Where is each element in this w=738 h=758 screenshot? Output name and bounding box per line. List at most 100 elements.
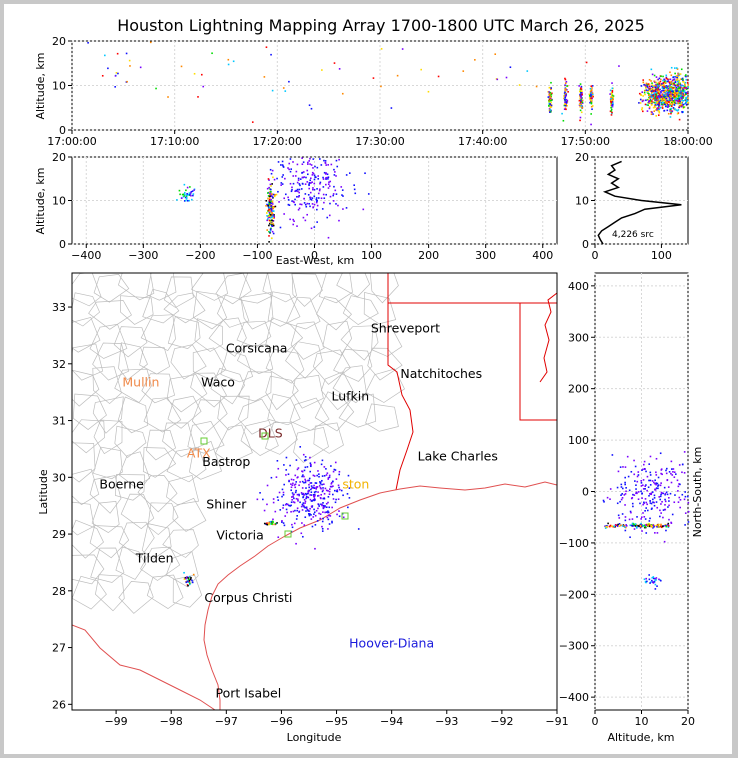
east-west-point <box>322 178 325 180</box>
altitude-time-point <box>646 85 648 88</box>
altitude-time-point <box>657 105 660 107</box>
map-lightning-point <box>337 484 340 487</box>
altitude-time-point <box>655 87 658 90</box>
east-west-point <box>304 203 307 206</box>
east-west-point <box>192 194 194 197</box>
altitude-time-point <box>648 106 651 109</box>
east-west-point <box>281 160 284 163</box>
east-west-point <box>191 198 193 201</box>
map-lightning-point <box>300 532 303 535</box>
altitude-time-point <box>579 83 582 85</box>
county-shape <box>220 349 254 383</box>
map-lightning-point <box>308 510 311 512</box>
east-west-point <box>312 206 315 208</box>
map-lightning-point <box>269 521 272 524</box>
altitude-time-point <box>658 91 661 93</box>
north-south-point <box>658 523 660 526</box>
north-south-point <box>613 525 616 527</box>
map-lightning-point <box>302 504 305 507</box>
north-south-point <box>652 498 654 501</box>
map-lightning-point <box>303 475 305 478</box>
map-lightning-point <box>309 456 311 459</box>
north-south-point <box>662 492 664 495</box>
map-lightning-point <box>308 483 310 486</box>
altitude-time-point <box>129 65 131 67</box>
map-lightning-point <box>277 467 280 470</box>
altitude-time-point <box>674 102 677 105</box>
east-west-point <box>294 198 296 201</box>
altitude-time-point <box>654 104 657 106</box>
north-south-point <box>635 488 637 490</box>
east-west-point <box>181 193 184 196</box>
x-tick-label: −300 <box>128 249 158 262</box>
east-west-point <box>318 197 320 199</box>
north-south-point <box>624 481 626 484</box>
map-lightning-point <box>327 477 330 479</box>
north-south-point <box>617 470 620 473</box>
map-lightning-point <box>287 503 289 506</box>
map-lightning-point <box>285 508 288 511</box>
altitude-time-point <box>686 79 689 81</box>
altitude-time-point <box>663 96 665 99</box>
east-west-point <box>322 186 325 188</box>
north-south-point <box>624 526 627 529</box>
map-lightning-point <box>313 484 315 487</box>
altitude-time-point <box>669 108 672 111</box>
altitude-time-point <box>674 67 676 69</box>
altitude-time-point <box>310 107 313 110</box>
east-west-point <box>270 210 273 212</box>
map-lightning-point <box>185 577 187 580</box>
east-west-point <box>333 174 336 176</box>
north-south-point <box>644 526 646 528</box>
county-shape <box>265 349 305 384</box>
map-lightning-point <box>290 483 292 485</box>
altitude-time-point <box>678 97 680 99</box>
map-lightning-point <box>298 494 300 497</box>
north-south-point <box>679 506 681 509</box>
altitude-time-point <box>590 99 592 102</box>
altitude-time-point <box>682 105 684 108</box>
north-south-point <box>627 475 630 478</box>
east-west-point <box>281 164 284 166</box>
north-south-point <box>648 525 651 528</box>
altitude-time-point <box>680 91 682 94</box>
altitude-time-point <box>197 96 199 98</box>
altitude-time-point <box>645 104 648 106</box>
map-lightning-point <box>313 499 315 501</box>
altitude-time-point <box>669 98 671 101</box>
east-west-point <box>291 188 293 191</box>
map-lightning-point <box>332 485 334 487</box>
altitude-time-point <box>656 83 659 85</box>
east-west-point <box>280 184 282 186</box>
altitude-time-point <box>580 90 582 92</box>
north-south-point <box>678 464 681 466</box>
altitude-time-point <box>612 98 614 101</box>
map-lightning-point <box>291 523 293 526</box>
east-west-point <box>269 191 271 193</box>
east-west-point <box>299 203 301 206</box>
altitude-time-point <box>390 107 393 109</box>
north-south-point <box>624 529 627 532</box>
north-south-point <box>670 460 673 463</box>
altitude-time-point <box>685 96 687 99</box>
altitude-time-point <box>667 103 670 106</box>
county-shape <box>166 374 208 413</box>
east-west-point <box>324 160 327 162</box>
north-south-point <box>618 517 621 519</box>
altitude-time-point <box>669 89 671 92</box>
county-shape <box>118 342 148 381</box>
north-south-point <box>646 503 649 506</box>
county-shape <box>189 440 223 480</box>
north-south-point <box>677 490 679 492</box>
map-lightning-point <box>306 466 309 468</box>
east-west-point <box>326 176 328 179</box>
north-south-point <box>687 501 690 504</box>
altitude-time-point <box>660 78 662 81</box>
north-south-point <box>641 516 643 519</box>
east-west-point <box>313 226 316 228</box>
north-south-point <box>652 524 655 526</box>
east-west-point <box>268 219 271 222</box>
east-west-point <box>315 201 318 204</box>
east-west-point <box>272 232 275 235</box>
east-west-point <box>312 187 314 189</box>
